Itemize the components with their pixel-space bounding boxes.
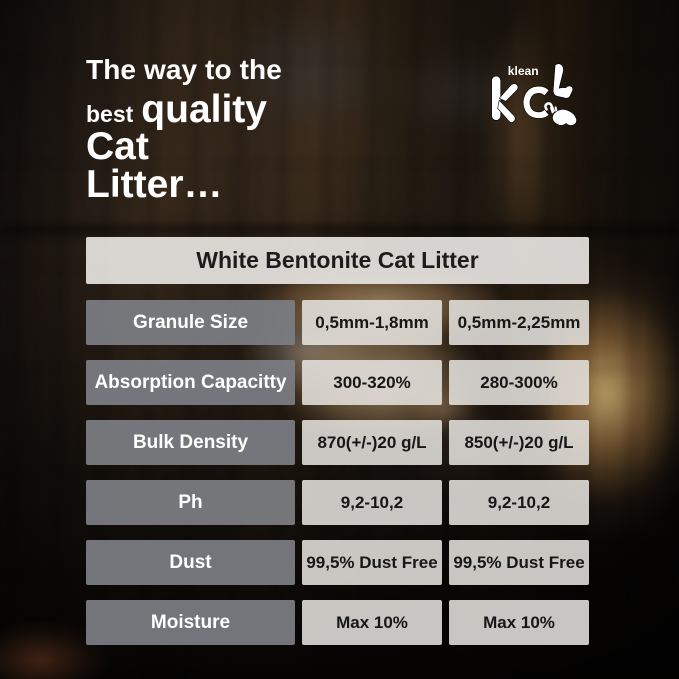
svg-text:klean: klean — [508, 64, 539, 78]
